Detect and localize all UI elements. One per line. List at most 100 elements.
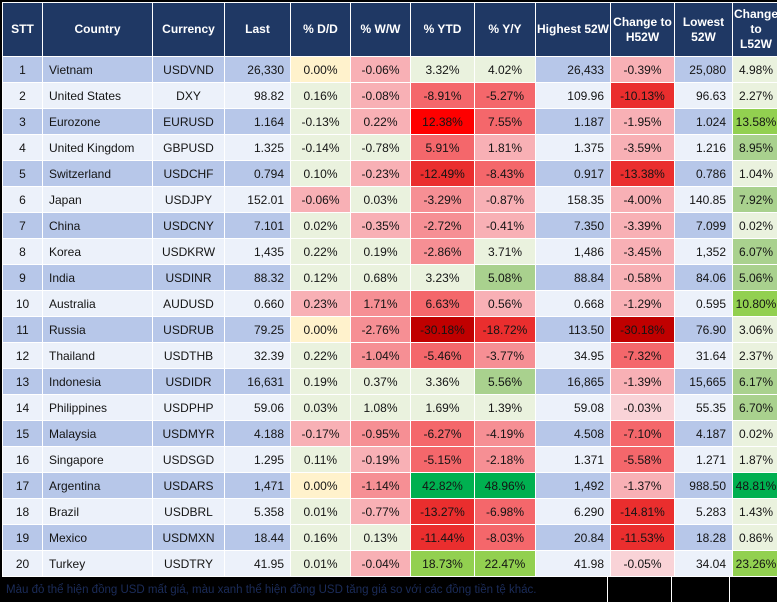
cell-low[interactable]: 0.786 xyxy=(674,160,733,187)
cell-country[interactable]: China xyxy=(42,212,153,239)
cell-stt[interactable]: 4 xyxy=(2,134,43,161)
cell-ytd[interactable]: 12.38% xyxy=(410,108,475,135)
cell-chg_l[interactable]: 1.04% xyxy=(732,160,777,187)
cell-country[interactable]: India xyxy=(42,264,153,291)
cell-low[interactable]: 34.04 xyxy=(674,550,733,577)
cell-yy[interactable]: 0.56% xyxy=(474,290,536,317)
cell-high[interactable]: 0.917 xyxy=(535,160,611,187)
cell-chg_h[interactable]: -1.39% xyxy=(610,368,675,395)
cell-chg_h[interactable]: -0.03% xyxy=(610,394,675,421)
cell-last[interactable]: 32.39 xyxy=(224,342,291,369)
cell-low[interactable]: 5.283 xyxy=(674,498,733,525)
cell-yy[interactable]: -0.41% xyxy=(474,212,536,239)
cell-ytd[interactable]: 5.91% xyxy=(410,134,475,161)
cell-ww[interactable]: 1.08% xyxy=(350,394,411,421)
cell-high[interactable]: 88.84 xyxy=(535,264,611,291)
cell-low[interactable]: 25,080 xyxy=(674,56,733,83)
column-header-change-to-h52w[interactable]: Change to H52W xyxy=(610,2,675,57)
cell-chg_h[interactable]: -1.95% xyxy=(610,108,675,135)
cell-country[interactable]: Russia xyxy=(42,316,153,343)
cell-country[interactable]: Turkey xyxy=(42,550,153,577)
cell-last[interactable]: 1,435 xyxy=(224,238,291,265)
cell-last[interactable]: 152.01 xyxy=(224,186,291,213)
cell-last[interactable]: 18.44 xyxy=(224,524,291,551)
cell-chg_h[interactable]: -30.18% xyxy=(610,316,675,343)
cell-chg_l[interactable]: 10.80% xyxy=(732,290,777,317)
cell-ytd[interactable]: -5.15% xyxy=(410,446,475,473)
cell-yy[interactable]: -18.72% xyxy=(474,316,536,343)
cell-yy[interactable]: 22.47% xyxy=(474,550,536,577)
cell-high[interactable]: 0.668 xyxy=(535,290,611,317)
cell-ytd[interactable]: -2.72% xyxy=(410,212,475,239)
cell-high[interactable]: 158.35 xyxy=(535,186,611,213)
cell-stt[interactable]: 13 xyxy=(2,368,43,395)
cell-low[interactable]: 1.216 xyxy=(674,134,733,161)
cell-stt[interactable]: 12 xyxy=(2,342,43,369)
cell-stt[interactable]: 20 xyxy=(2,550,43,577)
column-header-stt[interactable]: STT xyxy=(2,2,43,57)
cell-ytd[interactable]: -2.86% xyxy=(410,238,475,265)
cell-ww[interactable]: 0.68% xyxy=(350,264,411,291)
cell-low[interactable]: 84.06 xyxy=(674,264,733,291)
cell-currency[interactable]: USDMYR xyxy=(152,420,225,447)
cell-low[interactable]: 15,665 xyxy=(674,368,733,395)
cell-stt[interactable]: 3 xyxy=(2,108,43,135)
cell-chg_h[interactable]: -3.45% xyxy=(610,238,675,265)
cell-currency[interactable]: EURUSD xyxy=(152,108,225,135)
cell-yy[interactable]: 5.56% xyxy=(474,368,536,395)
cell-currency[interactable]: USDRUB xyxy=(152,316,225,343)
cell-ww[interactable]: -0.78% xyxy=(350,134,411,161)
cell-ytd[interactable]: -6.27% xyxy=(410,420,475,447)
cell-high[interactable]: 1.187 xyxy=(535,108,611,135)
cell-last[interactable]: 79.25 xyxy=(224,316,291,343)
column-header-ww[interactable]: % W/W xyxy=(350,2,411,57)
cell-stt[interactable]: 11 xyxy=(2,316,43,343)
cell-dd[interactable]: 0.16% xyxy=(290,82,351,109)
cell-country[interactable]: Brazil xyxy=(42,498,153,525)
cell-currency[interactable]: USDVND xyxy=(152,56,225,83)
cell-ytd[interactable]: 3.23% xyxy=(410,264,475,291)
cell-last[interactable]: 7.101 xyxy=(224,212,291,239)
column-header-change-to-l52w[interactable]: Change to L52W xyxy=(732,2,777,57)
cell-currency[interactable]: USDCHF xyxy=(152,160,225,187)
cell-dd[interactable]: 0.23% xyxy=(290,290,351,317)
cell-stt[interactable]: 5 xyxy=(2,160,43,187)
cell-chg_h[interactable]: -0.58% xyxy=(610,264,675,291)
cell-currency[interactable]: USDCNY xyxy=(152,212,225,239)
cell-ytd[interactable]: -13.27% xyxy=(410,498,475,525)
column-header-ytd[interactable]: % YTD xyxy=(410,2,475,57)
cell-currency[interactable]: USDBRL xyxy=(152,498,225,525)
cell-last[interactable]: 41.95 xyxy=(224,550,291,577)
cell-high[interactable]: 1,492 xyxy=(535,472,611,499)
cell-chg_l[interactable]: 6.07% xyxy=(732,238,777,265)
cell-stt[interactable]: 9 xyxy=(2,264,43,291)
cell-stt[interactable]: 2 xyxy=(2,82,43,109)
cell-dd[interactable]: 0.16% xyxy=(290,524,351,551)
cell-country[interactable]: United States xyxy=(42,82,153,109)
cell-yy[interactable]: -8.43% xyxy=(474,160,536,187)
cell-yy[interactable]: -0.87% xyxy=(474,186,536,213)
cell-chg_l[interactable]: 23.26% xyxy=(732,550,777,577)
cell-last[interactable]: 88.32 xyxy=(224,264,291,291)
cell-ytd[interactable]: 6.63% xyxy=(410,290,475,317)
cell-yy[interactable]: -5.27% xyxy=(474,82,536,109)
cell-high[interactable]: 7.350 xyxy=(535,212,611,239)
cell-last[interactable]: 59.06 xyxy=(224,394,291,421)
cell-dd[interactable]: 0.00% xyxy=(290,56,351,83)
cell-ytd[interactable]: -5.46% xyxy=(410,342,475,369)
cell-chg_h[interactable]: -1.29% xyxy=(610,290,675,317)
cell-dd[interactable]: -0.13% xyxy=(290,108,351,135)
cell-dd[interactable]: -0.17% xyxy=(290,420,351,447)
cell-low[interactable]: 1,352 xyxy=(674,238,733,265)
cell-country[interactable]: Japan xyxy=(42,186,153,213)
cell-high[interactable]: 4.508 xyxy=(535,420,611,447)
cell-chg_h[interactable]: -7.10% xyxy=(610,420,675,447)
cell-ww[interactable]: 0.03% xyxy=(350,186,411,213)
cell-country[interactable]: United Kingdom xyxy=(42,134,153,161)
column-header-lowest-52w[interactable]: Lowest 52W xyxy=(674,2,733,57)
cell-last[interactable]: 0.794 xyxy=(224,160,291,187)
cell-country[interactable]: Malaysia xyxy=(42,420,153,447)
cell-chg_l[interactable]: 0.02% xyxy=(732,420,777,447)
cell-dd[interactable]: 0.01% xyxy=(290,550,351,577)
cell-high[interactable]: 59.08 xyxy=(535,394,611,421)
